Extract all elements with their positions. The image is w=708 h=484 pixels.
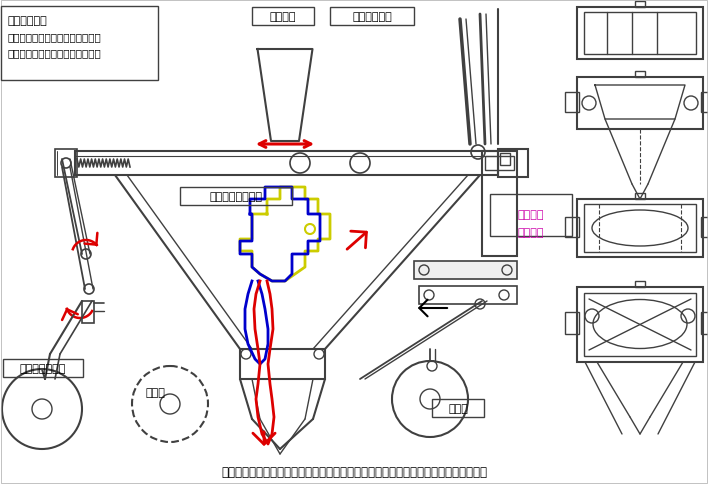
FancyBboxPatch shape xyxy=(1,7,158,81)
Bar xyxy=(635,72,645,78)
Bar xyxy=(82,302,94,323)
Bar xyxy=(498,150,528,178)
Text: イドさせてマルチの破れを抑える: イドさせてマルチの破れを抑える xyxy=(7,48,101,58)
Bar xyxy=(75,151,498,176)
Bar xyxy=(180,188,292,206)
Bar xyxy=(55,150,77,178)
Bar xyxy=(577,287,703,362)
Bar xyxy=(565,93,579,113)
Bar xyxy=(490,195,572,237)
Bar xyxy=(701,312,708,334)
Bar xyxy=(240,349,325,379)
Text: スライド機構: スライド機構 xyxy=(7,16,47,26)
Text: 油圧シリンダ: 油圧シリンダ xyxy=(352,12,392,22)
Bar xyxy=(3,359,83,377)
Bar xyxy=(701,93,708,113)
Bar xyxy=(635,2,645,8)
Text: 植え付け後に開孔器を後方にスラ: 植え付け後に開孔器を後方にスラ xyxy=(7,32,101,42)
Bar xyxy=(635,281,645,287)
Bar xyxy=(419,287,517,304)
Bar xyxy=(252,8,314,26)
Text: 苗供給口: 苗供給口 xyxy=(270,12,296,22)
Text: 進行方向: 進行方向 xyxy=(518,227,544,238)
Text: ポット苗用開孔器: ポット苗用開孔器 xyxy=(210,192,263,201)
Bar xyxy=(577,8,703,60)
Text: 図１　移植機構とセル成形苗（右上）及びポット苗の（右下）の開孔器上面・前面図: 図１ 移植機構とセル成形苗（右上）及びポット苗の（右下）の開孔器上面・前面図 xyxy=(221,466,487,479)
Text: 鎮圧輪: 鎮圧輪 xyxy=(145,387,165,397)
Bar xyxy=(485,157,514,171)
Text: 鎮圧輪: 鎮圧輪 xyxy=(448,403,468,413)
Bar xyxy=(577,78,703,130)
Bar xyxy=(577,199,703,257)
Bar xyxy=(500,154,510,166)
Bar xyxy=(432,399,484,417)
Bar xyxy=(635,194,645,199)
Bar xyxy=(565,312,579,334)
Bar xyxy=(565,217,579,238)
Text: ゲージホイール: ゲージホイール xyxy=(20,363,66,373)
Bar xyxy=(482,151,517,257)
Bar xyxy=(584,293,696,356)
Text: トラクタ: トラクタ xyxy=(518,210,544,220)
Bar xyxy=(584,13,696,55)
Bar xyxy=(701,217,708,238)
Bar xyxy=(414,261,517,279)
Bar xyxy=(584,205,696,253)
Bar xyxy=(330,8,414,26)
